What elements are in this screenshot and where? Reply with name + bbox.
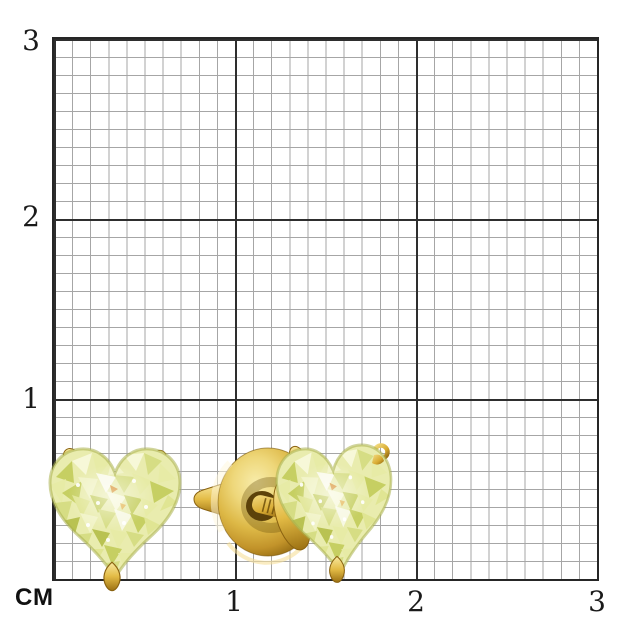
earrings-photo <box>40 433 410 592</box>
right-earring-heart-diamond <box>267 443 398 583</box>
left-earring-heart-diamond <box>50 446 180 592</box>
prong-tip-right <box>372 454 384 465</box>
x-axis-label-1: 1 <box>225 585 243 618</box>
y-axis-label-1: 1 <box>22 382 40 415</box>
y-axis-label-2: 2 <box>22 200 40 233</box>
x-axis-label-3: 3 <box>588 585 606 618</box>
y-axis-label-3: 3 <box>22 24 40 57</box>
unit-label-cm: СМ <box>15 584 55 611</box>
x-axis-label-2: 2 <box>407 585 425 618</box>
